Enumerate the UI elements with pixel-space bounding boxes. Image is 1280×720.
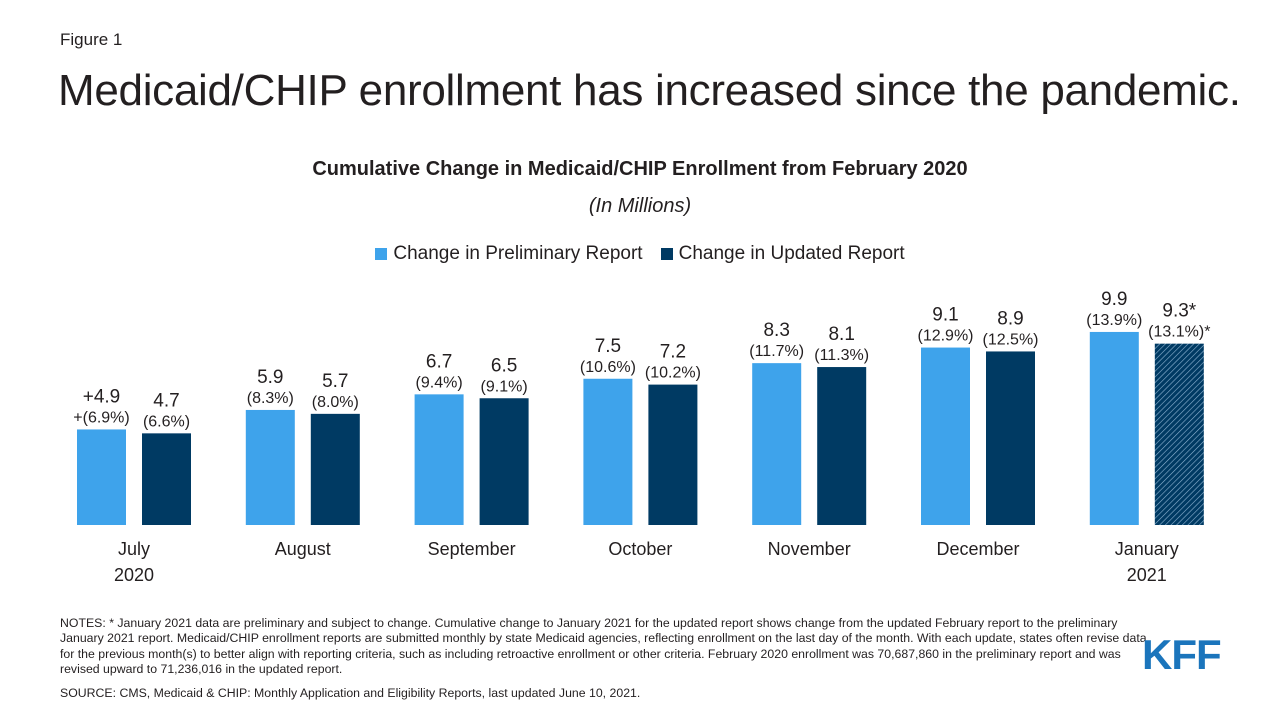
bar-updated: [310, 413, 360, 525]
data-label-value: +4.9: [83, 386, 121, 407]
bar-preliminary: [414, 394, 464, 525]
data-label-percent: (11.7%): [749, 343, 804, 360]
legend-label-preliminary: Change in Preliminary Report: [393, 243, 643, 264]
x-tick-label: 2020: [114, 565, 154, 585]
bar-updated: [817, 367, 867, 525]
x-tick-label: 2021: [1127, 565, 1167, 585]
bar-preliminary: [583, 378, 633, 525]
x-tick-label: November: [768, 539, 851, 559]
bar-preliminary: [1089, 331, 1139, 525]
data-label-percent: (10.6%): [580, 359, 636, 376]
bar-updated: [142, 433, 191, 525]
x-tick-label: December: [936, 539, 1019, 559]
x-tick-label: October: [608, 539, 672, 559]
data-label-value: 8.9: [997, 308, 1023, 329]
data-label-value: 9.9: [1101, 289, 1127, 310]
kff-logo-text: KFF: [1142, 634, 1221, 674]
x-tick-label: July: [118, 539, 150, 559]
data-label-percent: (8.0%): [312, 394, 359, 411]
data-label-percent: (11.3%): [814, 347, 869, 364]
bar-updated: [1154, 343, 1204, 525]
chart-notes: NOTES: * January 2021 data are prelimina…: [60, 616, 1147, 677]
bar-preliminary: [77, 429, 126, 525]
chart-legend: Change in Preliminary Report Change in U…: [0, 243, 1280, 265]
data-label-value: 5.9: [257, 367, 283, 388]
data-label-percent: (9.4%): [416, 374, 463, 391]
bar-updated: [986, 351, 1035, 525]
chart-title: Cumulative Change in Medicaid/CHIP Enrol…: [312, 158, 968, 180]
data-label-value: 5.7: [322, 371, 348, 392]
bar-preliminary: [752, 363, 802, 525]
legend-item-preliminary: Change in Preliminary Report: [375, 243, 643, 265]
kff-logo: KFF: [1142, 634, 1222, 674]
data-label-value: 6.5: [491, 355, 517, 376]
x-tick-label: January: [1115, 539, 1179, 559]
data-label-percent: (13.9%): [1086, 312, 1142, 329]
data-label-percent: (6.6%): [143, 413, 190, 430]
data-label-percent: (10.2%): [645, 365, 701, 382]
data-label-value: 8.3: [763, 320, 789, 341]
bar-updated: [648, 384, 698, 525]
figure-label: Figure 1: [60, 30, 123, 49]
data-label-value: 6.7: [426, 351, 452, 372]
bar-updated: [479, 398, 529, 525]
data-label-percent: (13.1%)*: [1148, 324, 1210, 341]
data-label-value: 9.1: [932, 305, 958, 326]
bar-preliminary: [921, 347, 970, 525]
data-label-value: 7.2: [660, 342, 686, 363]
legend-swatch-preliminary: [375, 248, 388, 260]
data-label-percent: (9.1%): [481, 378, 528, 395]
data-label-percent: (12.9%): [917, 328, 973, 345]
legend-swatch-updated: [660, 248, 673, 260]
data-label-value: 7.5: [595, 336, 621, 357]
data-label-percent: +(6.9%): [73, 409, 129, 426]
legend-label-updated: Change in Updated Report: [678, 243, 905, 264]
page-title: Medicaid/CHIP enrollment has increased s…: [58, 66, 1241, 115]
data-label-value: 8.1: [828, 324, 854, 345]
x-tick-label: September: [428, 539, 516, 559]
data-label-percent: (8.3%): [247, 390, 294, 407]
legend-item-updated: Change in Updated Report: [660, 243, 905, 265]
data-label-value: 4.7: [153, 390, 179, 411]
x-tick-label: August: [275, 539, 331, 559]
bar-preliminary: [245, 409, 295, 525]
chart-source: SOURCE: CMS, Medicaid & CHIP: Monthly Ap…: [60, 686, 641, 700]
bar-chart: +4.9 +(6.9%) 4.7 (6.6%) July 2020 5.9 (8.3%) 5.7…: [73, 289, 1210, 585]
data-label-value: 9.3*: [1162, 301, 1196, 322]
data-label-percent: (12.5%): [982, 331, 1038, 348]
chart-subtitle: (In Millions): [588, 195, 692, 217]
